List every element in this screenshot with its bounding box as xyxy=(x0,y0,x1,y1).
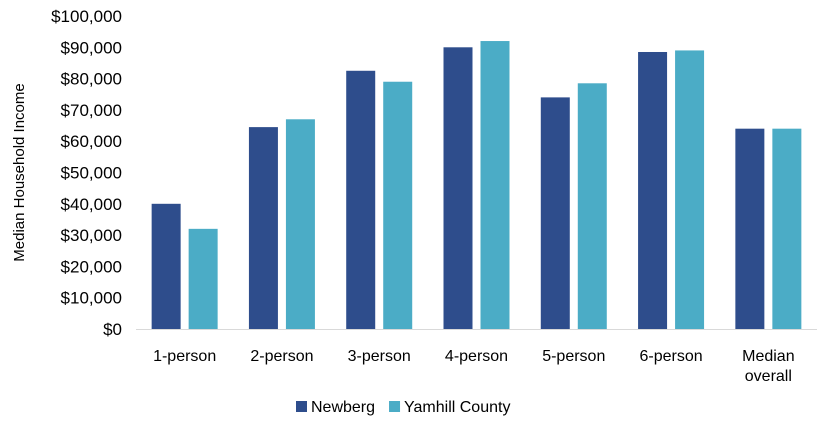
y-tick-label: $20,000 xyxy=(61,257,122,276)
bar-yamhill-county xyxy=(285,119,315,329)
x-category-label: 1-person xyxy=(153,348,216,365)
x-category-label: 4-person xyxy=(445,348,508,365)
legend-label: Newberg xyxy=(311,399,375,416)
bar-newberg xyxy=(540,97,570,329)
y-tick-label: $10,000 xyxy=(61,289,122,308)
y-axis-title: Median Household Income xyxy=(11,83,28,261)
x-category-label: 3-person xyxy=(348,348,411,365)
y-tick-label: $40,000 xyxy=(61,195,122,214)
y-tick-label: $60,000 xyxy=(61,132,122,151)
x-category-label: 5-person xyxy=(542,348,605,365)
bar-newberg xyxy=(346,70,376,330)
legend-label: Yamhill County xyxy=(404,399,510,416)
x-category-label: Median xyxy=(742,348,794,365)
y-tick-label: $80,000 xyxy=(61,70,122,89)
y-tick-label: $90,000 xyxy=(61,38,122,57)
bar-yamhill-county xyxy=(675,50,705,330)
x-category-label: 6-person xyxy=(639,348,702,365)
x-category-label: 2-person xyxy=(250,348,313,365)
y-tick-label: $50,000 xyxy=(61,164,122,183)
y-tick-label: $70,000 xyxy=(61,101,122,120)
bar-newberg xyxy=(443,47,473,330)
category-labels: 1-person 2-person 3-person 4-person 5-person… xyxy=(153,348,795,385)
bar-yamhill-county xyxy=(188,228,218,329)
legend-swatch xyxy=(296,401,307,412)
bar-newberg xyxy=(735,128,765,329)
legend-swatch xyxy=(389,401,401,412)
bar-yamhill-county xyxy=(383,81,413,329)
bar-newberg xyxy=(248,127,278,330)
bar-newberg xyxy=(638,51,668,330)
y-tick-label: $100,000 xyxy=(51,7,122,26)
bar-yamhill-county xyxy=(772,128,802,329)
y-axis-tick-labels: $0 $10,000 $20,000 $30,000 $40,000 $50,000 $60… xyxy=(51,7,122,339)
legend: Newberg Yamhill County xyxy=(296,399,510,416)
x-category-label: overall xyxy=(745,368,792,385)
y-tick-label: $30,000 xyxy=(61,226,122,245)
bar-yamhill-county xyxy=(577,83,607,329)
y-tick-label: $0 xyxy=(103,320,122,339)
bar-newberg xyxy=(151,203,181,329)
bar-yamhill-county xyxy=(480,41,510,329)
bars-group xyxy=(151,41,802,330)
